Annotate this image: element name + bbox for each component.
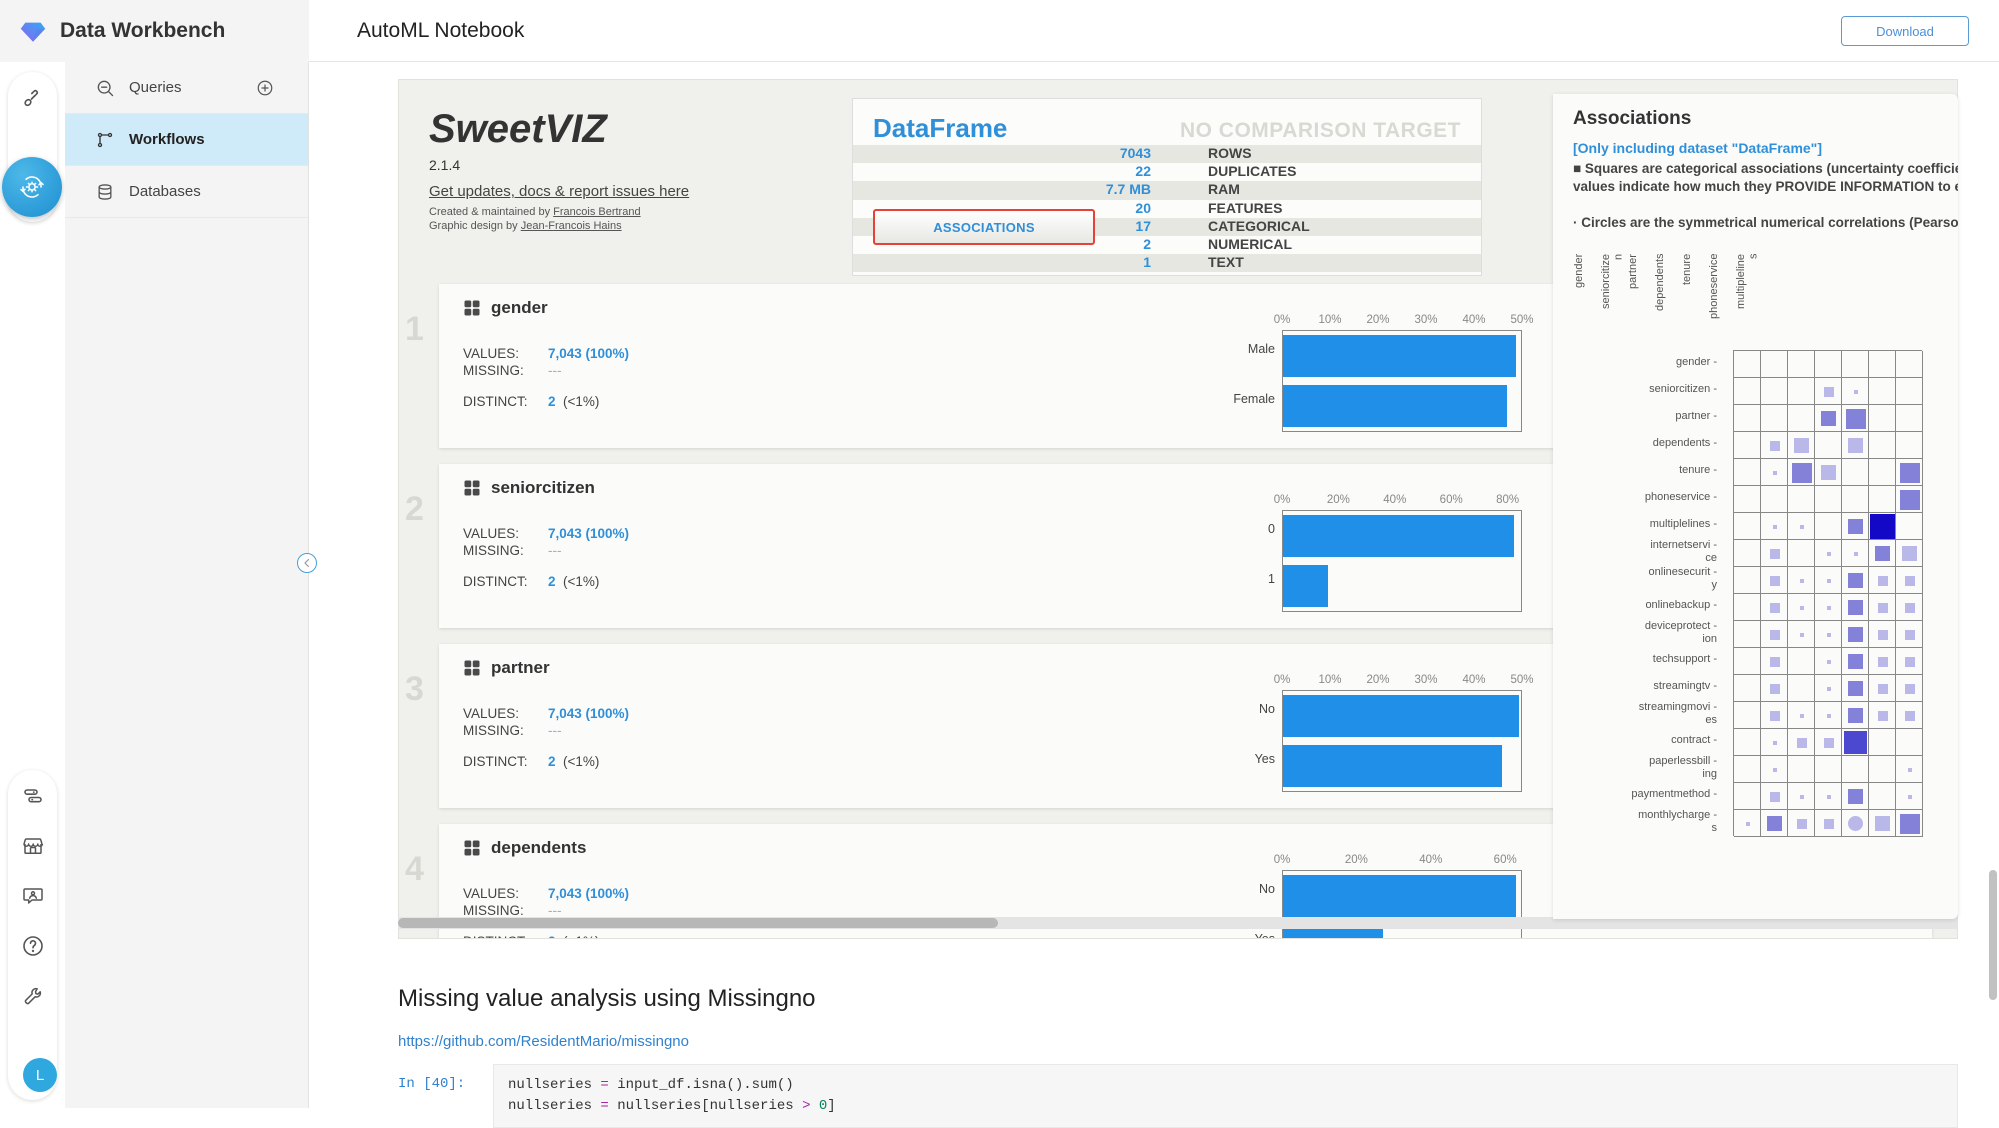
svg-text:SweetVIZ: SweetVIZ	[429, 107, 608, 151]
